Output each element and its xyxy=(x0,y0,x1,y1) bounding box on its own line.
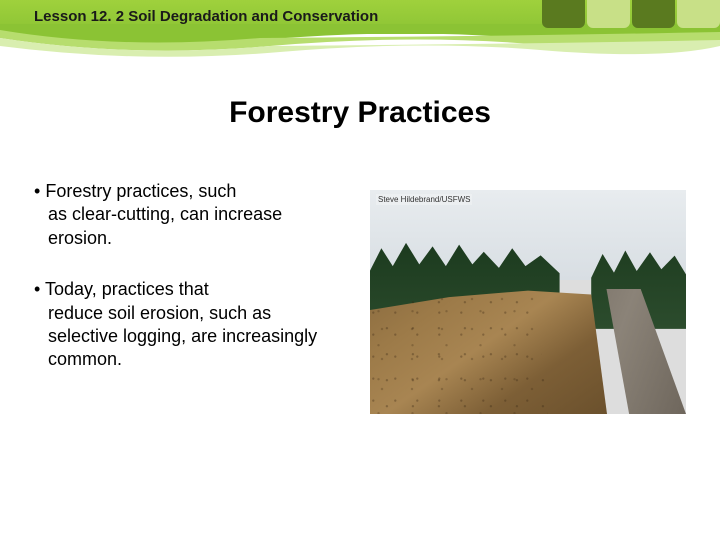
bullet-first-line: Forestry practices, such xyxy=(45,181,236,201)
bullet-item: • Forestry practices, such as clear-cutt… xyxy=(34,180,344,250)
header-curve xyxy=(0,24,720,74)
bullet-list: • Forestry practices, such as clear-cutt… xyxy=(34,180,344,400)
bullet-marker: • xyxy=(34,181,40,201)
lesson-label: Lesson 12. 2 Soil Degradation and Conser… xyxy=(34,8,378,25)
content-image: Steve Hildebrand/USFWS xyxy=(370,190,686,414)
bullet-marker: • xyxy=(34,279,40,299)
header-tabs xyxy=(540,0,720,28)
bullet-body: as clear-cutting, can increase erosion. xyxy=(34,203,344,250)
image-credit: Steve Hildebrand/USFWS xyxy=(376,194,472,205)
bullet-body: reduce soil erosion, such as selective l… xyxy=(34,302,344,372)
tab-dark-2 xyxy=(632,0,675,28)
tab-dark-1 xyxy=(542,0,585,28)
tab-light-1 xyxy=(587,0,630,28)
tab-light-2 xyxy=(677,0,720,28)
bullet-first-line: Today, practices that xyxy=(45,279,209,299)
slide-header: Lesson 12. 2 Soil Degradation and Conser… xyxy=(0,0,720,70)
slide-title: Forestry Practices xyxy=(0,96,720,130)
bullet-item: • Today, practices that reduce soil eros… xyxy=(34,278,344,372)
